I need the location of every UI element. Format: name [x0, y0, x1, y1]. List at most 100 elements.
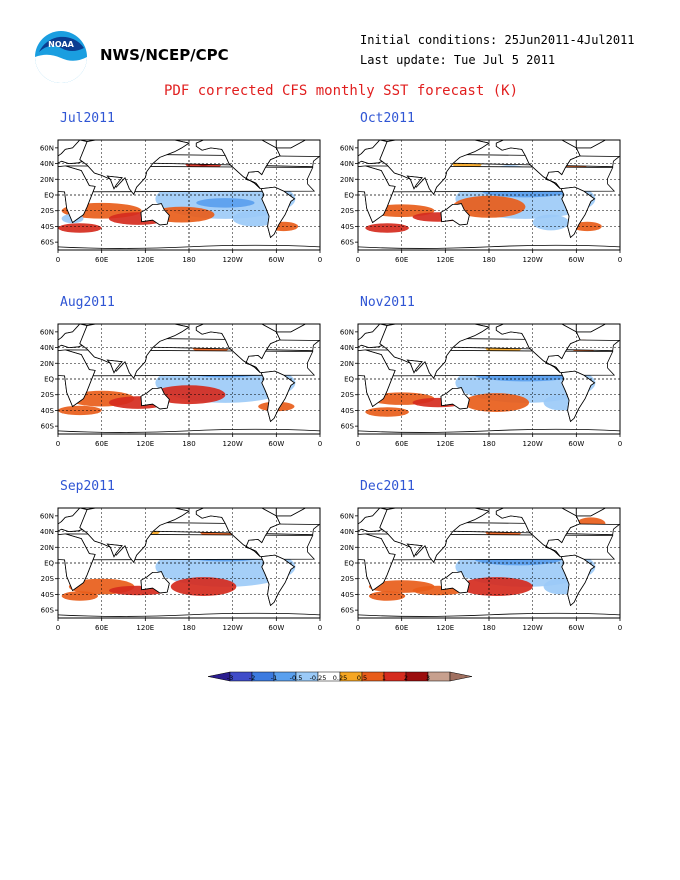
colorbar-label: -2: [249, 674, 255, 682]
lon-label: 0: [56, 440, 60, 448]
continent-outline: [58, 428, 320, 433]
anomaly-region: [58, 223, 102, 233]
lat-label: EQ: [44, 376, 54, 384]
lon-label: 120W: [223, 256, 243, 264]
continent-outline: [379, 324, 491, 379]
anomaly-region: [532, 214, 570, 231]
lon-label: 60E: [95, 256, 108, 264]
sst-map-panel: 60N 40N 20N EQ 20S 40S 60S 0 60E 120E 180 120W 60W 0: [40, 139, 322, 268]
lat-label: EQ: [44, 560, 54, 568]
agency-name: NWS/NCEP/CPC: [100, 46, 229, 64]
anomaly-region: [365, 223, 409, 233]
lat-label: 40S: [41, 591, 55, 599]
lon-label: 60E: [95, 440, 108, 448]
lat-label: 20N: [40, 176, 54, 184]
lat-label: 60S: [341, 423, 355, 431]
color-scale-bar: -3 -2 -1 -0.5 -0.25 0.25 0.5 1 2 3: [200, 668, 480, 692]
lat-label: 60S: [41, 423, 55, 431]
lon-label: 120E: [136, 440, 154, 448]
lat-label: 20N: [340, 360, 354, 368]
lat-label: 40S: [41, 223, 55, 231]
panel-title: Jul2011: [60, 111, 115, 126]
continent-outline: [358, 324, 388, 349]
continent-outline: [495, 140, 581, 189]
anomaly-region: [463, 393, 530, 412]
continent-outline: [358, 165, 396, 224]
continent-outline: [58, 324, 88, 349]
noaa-logo-icon: NOAA: [35, 31, 87, 83]
lat-label: 40S: [41, 407, 55, 415]
lat-label: 60S: [41, 607, 55, 615]
lat-label: 60N: [340, 512, 354, 520]
logo-text: NOAA: [48, 40, 74, 49]
continent-outline: [575, 324, 607, 333]
lon-label: 0: [618, 440, 622, 448]
lat-label: 40S: [341, 223, 355, 231]
lat-label: EQ: [344, 376, 354, 384]
colorbar-label: 0.25: [333, 674, 347, 682]
lon-label: 0: [56, 256, 60, 264]
lat-label: 20N: [340, 544, 354, 552]
lat-label: 20S: [341, 575, 355, 583]
colorbar-label: -0.25: [310, 674, 327, 682]
lon-label: 180: [482, 624, 495, 632]
lat-label: 60S: [341, 239, 355, 247]
continent-outline: [195, 508, 281, 557]
lon-label: 120E: [436, 624, 454, 632]
anomaly-region: [61, 591, 99, 601]
continent-outline: [140, 387, 170, 410]
continent-outline: [275, 508, 307, 517]
continent-outline: [560, 186, 596, 239]
lon-label: 60E: [395, 256, 408, 264]
continent-outline: [79, 140, 191, 195]
lat-label: 40N: [340, 160, 354, 168]
lon-label: 120W: [223, 440, 243, 448]
continent-outline: [379, 508, 491, 563]
anomaly-region: [368, 591, 406, 601]
sst-map-panel: 60N 40N 20N EQ 20S 40S 60S 0 60E 120E 180 120W 60W 0: [40, 323, 322, 452]
lon-label: 60E: [95, 624, 108, 632]
colorbar-label: 3: [426, 674, 430, 682]
colorbar-label: 1: [382, 674, 386, 682]
lat-label: 20N: [40, 360, 54, 368]
continent-outline: [58, 533, 96, 592]
sst-map-panel: 60N 40N 20N EQ 20S 40S 60S 0 60E 120E 180 120W 60W 0: [40, 507, 322, 636]
continent-outline: [358, 428, 620, 433]
lat-label: 40N: [340, 344, 354, 352]
lon-label: 60W: [268, 256, 284, 264]
lat-label: 60S: [341, 607, 355, 615]
lon-label: 120E: [136, 256, 154, 264]
lat-label: 40N: [40, 344, 54, 352]
continent-outline: [440, 387, 470, 410]
lon-label: 60E: [395, 440, 408, 448]
lon-label: 0: [318, 624, 322, 632]
panel-title: Dec2011: [360, 479, 415, 494]
figure-title: PDF corrected CFS monthly SST forecast (…: [164, 83, 519, 99]
colorbar-label: 0.5: [357, 674, 367, 682]
continent-outline: [260, 186, 296, 239]
lon-label: 0: [618, 624, 622, 632]
lon-label: 120W: [523, 256, 543, 264]
continent-outline: [495, 324, 581, 373]
continent-outline: [560, 370, 596, 423]
lat-label: 40S: [341, 407, 355, 415]
sst-map-panel: 60N 40N 20N EQ 20S 40S 60S 0 60E 120E 180 120W 60W 0: [340, 507, 622, 636]
lon-label: 60W: [568, 624, 584, 632]
lat-label: EQ: [344, 192, 354, 200]
continent-outline: [260, 370, 296, 423]
colorbar-label: -3: [227, 674, 233, 682]
colorbar-label: 2: [404, 674, 408, 682]
lon-label: 120E: [436, 256, 454, 264]
anomaly-region: [365, 407, 409, 417]
lon-label: 120W: [523, 440, 543, 448]
continent-outline: [560, 554, 596, 607]
anomaly-region: [459, 577, 533, 596]
panel-title: Nov2011: [360, 295, 415, 310]
lon-label: 120W: [223, 624, 243, 632]
lon-label: 60W: [268, 624, 284, 632]
continent-outline: [275, 140, 307, 149]
panel-title: Aug2011: [60, 295, 115, 310]
lat-label: EQ: [44, 192, 54, 200]
colorbar-label: -1: [271, 674, 277, 682]
continent-outline: [495, 508, 581, 557]
